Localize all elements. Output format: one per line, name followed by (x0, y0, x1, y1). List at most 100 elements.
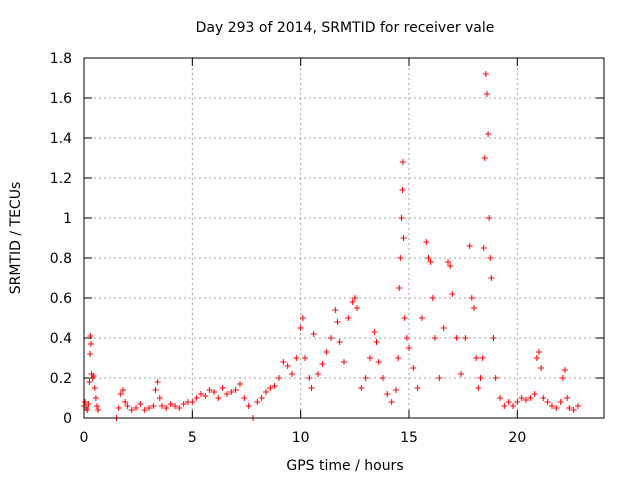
y-tick-label: 0.6 (50, 291, 72, 307)
data-point (85, 401, 92, 407)
data-point (193, 395, 200, 401)
data-point (228, 389, 235, 395)
data-point (334, 319, 341, 325)
data-point (349, 299, 356, 305)
data-point (449, 291, 456, 297)
data-point (306, 375, 313, 381)
data-point (122, 399, 129, 405)
data-point (336, 339, 343, 345)
data-point (566, 405, 573, 411)
data-point (87, 341, 94, 347)
data-point (505, 399, 512, 405)
x-tick-label: 15 (400, 430, 418, 446)
data-point (429, 295, 436, 301)
data-point (315, 371, 321, 377)
data-point (445, 259, 451, 265)
data-point (570, 407, 577, 413)
data-point (399, 159, 406, 165)
data-point (406, 345, 412, 351)
data-point (319, 361, 326, 367)
data-point (154, 379, 161, 385)
data-point (310, 331, 317, 337)
data-point (514, 399, 521, 405)
x-tick-label: 5 (188, 430, 197, 446)
data-point (388, 399, 395, 405)
data-point (299, 315, 306, 321)
data-point (267, 385, 274, 391)
y-tick-label: 1.2 (50, 171, 72, 187)
data-point (425, 255, 432, 261)
data-point (367, 355, 373, 361)
data-point (453, 335, 460, 341)
y-tick-label: 1.6 (50, 91, 72, 107)
data-point (271, 383, 278, 389)
data-point (400, 235, 407, 241)
data-point (280, 359, 287, 365)
data-point (328, 335, 334, 341)
y-tick-label: 0 (63, 411, 72, 427)
data-point (401, 315, 408, 321)
data-point (95, 407, 102, 413)
data-point (133, 405, 139, 411)
data-points (81, 71, 581, 421)
data-point (436, 375, 443, 381)
data-point (536, 349, 542, 355)
data-point (544, 399, 551, 405)
data-point (531, 391, 538, 397)
data-point (137, 401, 144, 407)
data-point (384, 391, 391, 397)
data-point (575, 403, 581, 409)
y-axis-label: SRMTID / TECUs (8, 182, 24, 295)
data-point (215, 395, 222, 401)
data-point (120, 387, 126, 393)
y-tick-label: 1.4 (50, 131, 72, 147)
data-point (351, 295, 358, 301)
data-point (564, 395, 571, 401)
data-point (562, 367, 568, 373)
data-point (473, 355, 480, 361)
data-point (557, 399, 564, 405)
data-point (176, 405, 183, 411)
data-point (117, 391, 124, 397)
data-point (263, 389, 269, 395)
data-point (414, 385, 421, 391)
x-axis-label: GPS time / hours (286, 458, 403, 474)
x-tick-label: 10 (292, 430, 310, 446)
data-point (232, 387, 239, 393)
data-point (87, 351, 94, 357)
data-point (91, 385, 98, 391)
data-point (92, 395, 99, 401)
data-point (458, 371, 464, 377)
grid-lines (84, 58, 604, 418)
y-tick-label: 1.8 (50, 51, 72, 67)
data-point (302, 355, 308, 361)
data-point (354, 305, 360, 311)
data-point (471, 305, 477, 311)
data-point (254, 399, 261, 405)
data-point (241, 395, 248, 401)
data-point (540, 395, 547, 401)
data-point (289, 371, 295, 377)
data-point (481, 155, 488, 161)
data-point (332, 307, 339, 313)
data-point (468, 295, 475, 301)
data-point (284, 363, 291, 369)
y-tick-label: 1 (63, 211, 72, 227)
data-point (128, 407, 135, 413)
data-point (150, 403, 157, 409)
data-point (152, 387, 159, 393)
data-point (84, 407, 91, 413)
data-point (396, 285, 403, 291)
data-point (487, 255, 494, 261)
data-point (423, 239, 430, 245)
data-point (485, 131, 492, 137)
y-tick-label: 0.2 (50, 371, 72, 387)
data-point (553, 405, 560, 411)
data-point (395, 355, 402, 361)
data-point (399, 187, 406, 193)
x-tick-label: 20 (508, 430, 526, 446)
data-point (341, 359, 347, 365)
data-point (501, 403, 508, 409)
data-point (410, 365, 417, 371)
